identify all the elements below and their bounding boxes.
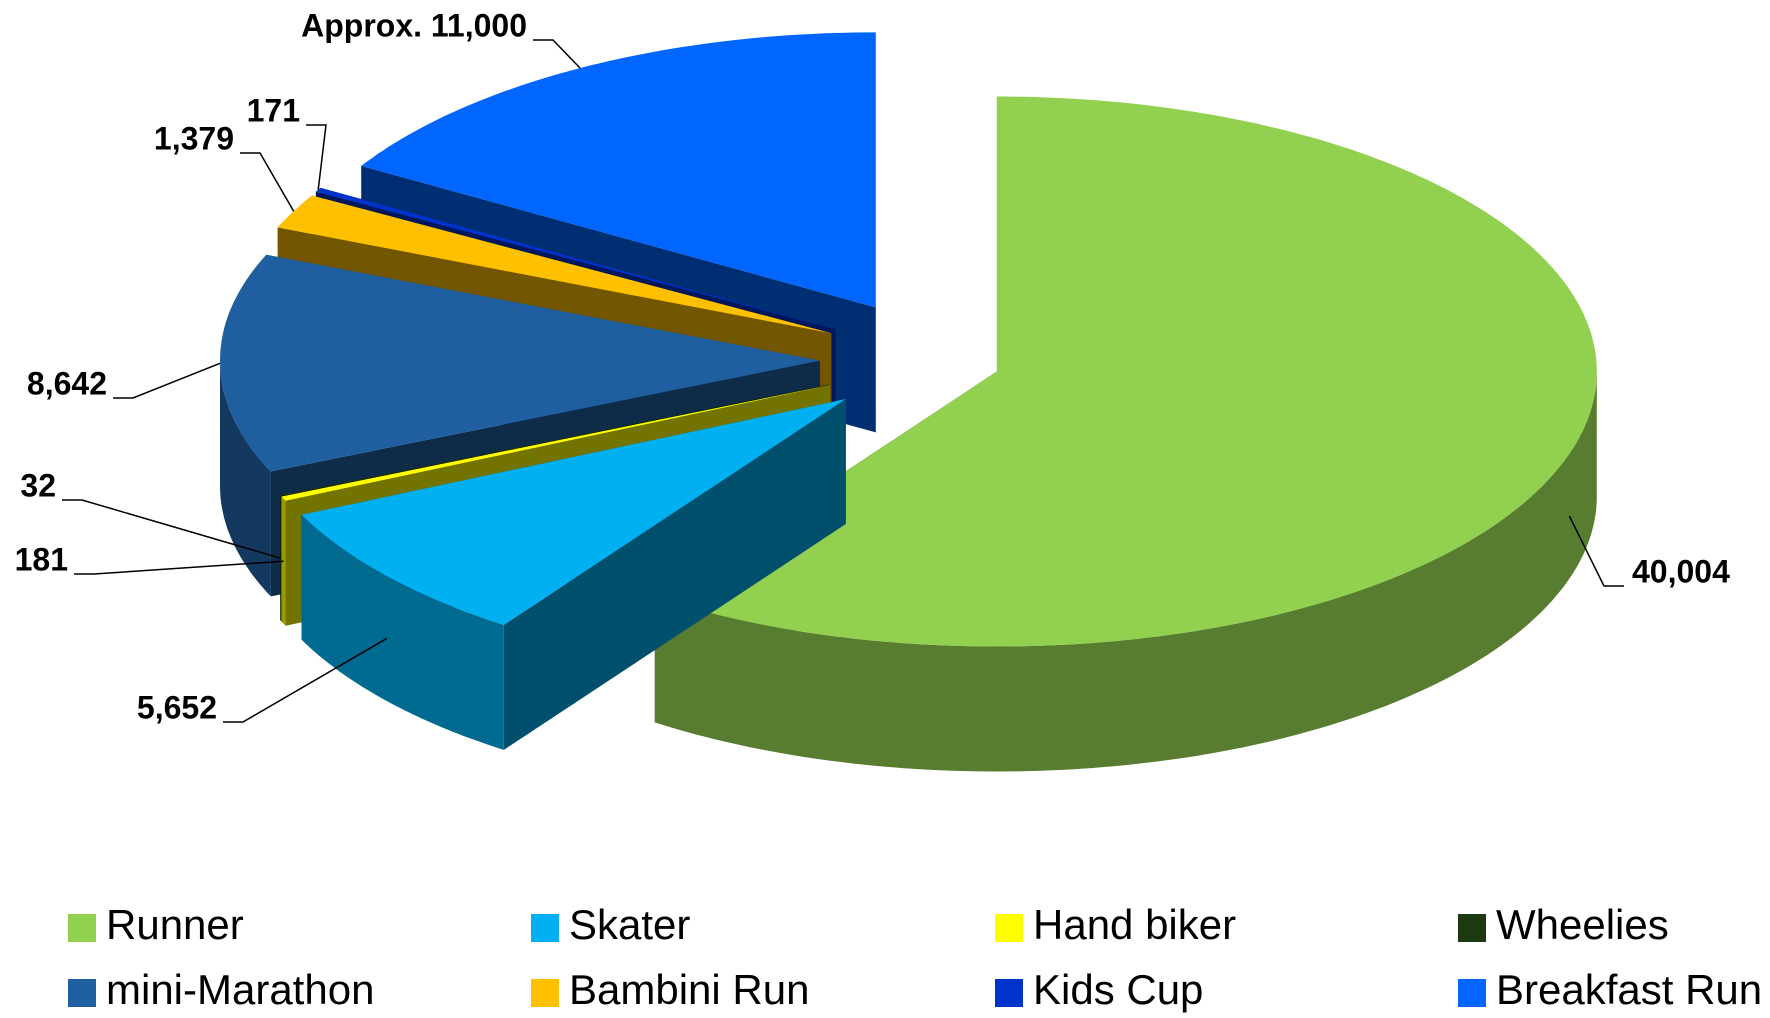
leader-line [113, 362, 221, 399]
data-label: 40,004 [1632, 553, 1730, 589]
legend-swatch [68, 914, 96, 942]
slice-top [315, 187, 836, 330]
legend-swatch [1458, 914, 1486, 942]
legend-label: Wheelies [1496, 901, 1669, 948]
slice-top [277, 195, 832, 334]
data-label: 171 [247, 92, 300, 128]
data-label: 181 [15, 541, 68, 577]
legend-swatch [531, 979, 559, 1007]
slice-top [654, 96, 1597, 647]
data-label: Approx. 11,000 [301, 7, 527, 43]
leader-line [533, 39, 581, 69]
legend-swatch [995, 979, 1023, 1007]
legend-label: Runner [106, 901, 244, 948]
slice-top [281, 385, 830, 501]
legend-label: Bambini Run [569, 966, 809, 1013]
legend-label: Breakfast Run [1496, 966, 1762, 1013]
legend-label: Hand biker [1033, 901, 1236, 948]
slice [301, 399, 846, 750]
legend-swatch [1458, 979, 1486, 1007]
data-label: 8,642 [27, 365, 107, 401]
legend-label: mini-Marathon [106, 966, 374, 1013]
legend-swatch [68, 979, 96, 1007]
leader-line [223, 637, 388, 723]
leader-line [74, 560, 284, 575]
data-label: 5,652 [137, 689, 217, 725]
leader-line [306, 124, 327, 190]
legend-swatch [531, 914, 559, 942]
leader-line [240, 152, 295, 212]
slice-wall [280, 495, 281, 621]
slice-wall [654, 371, 1597, 772]
legend-label: Skater [569, 901, 690, 948]
leader-line [1568, 515, 1624, 587]
slice-wall [301, 514, 504, 750]
slice-top [361, 32, 876, 308]
legend-label: Kids Cup [1033, 966, 1203, 1013]
legend-swatch [995, 914, 1023, 942]
slice-top [301, 399, 846, 625]
slice [654, 96, 1597, 772]
slice-wall [220, 360, 271, 597]
slice-top [280, 384, 830, 496]
slice-top [220, 254, 820, 472]
leader-line [62, 499, 281, 559]
data-label: 32 [20, 467, 56, 503]
data-label: 1,379 [154, 120, 234, 156]
